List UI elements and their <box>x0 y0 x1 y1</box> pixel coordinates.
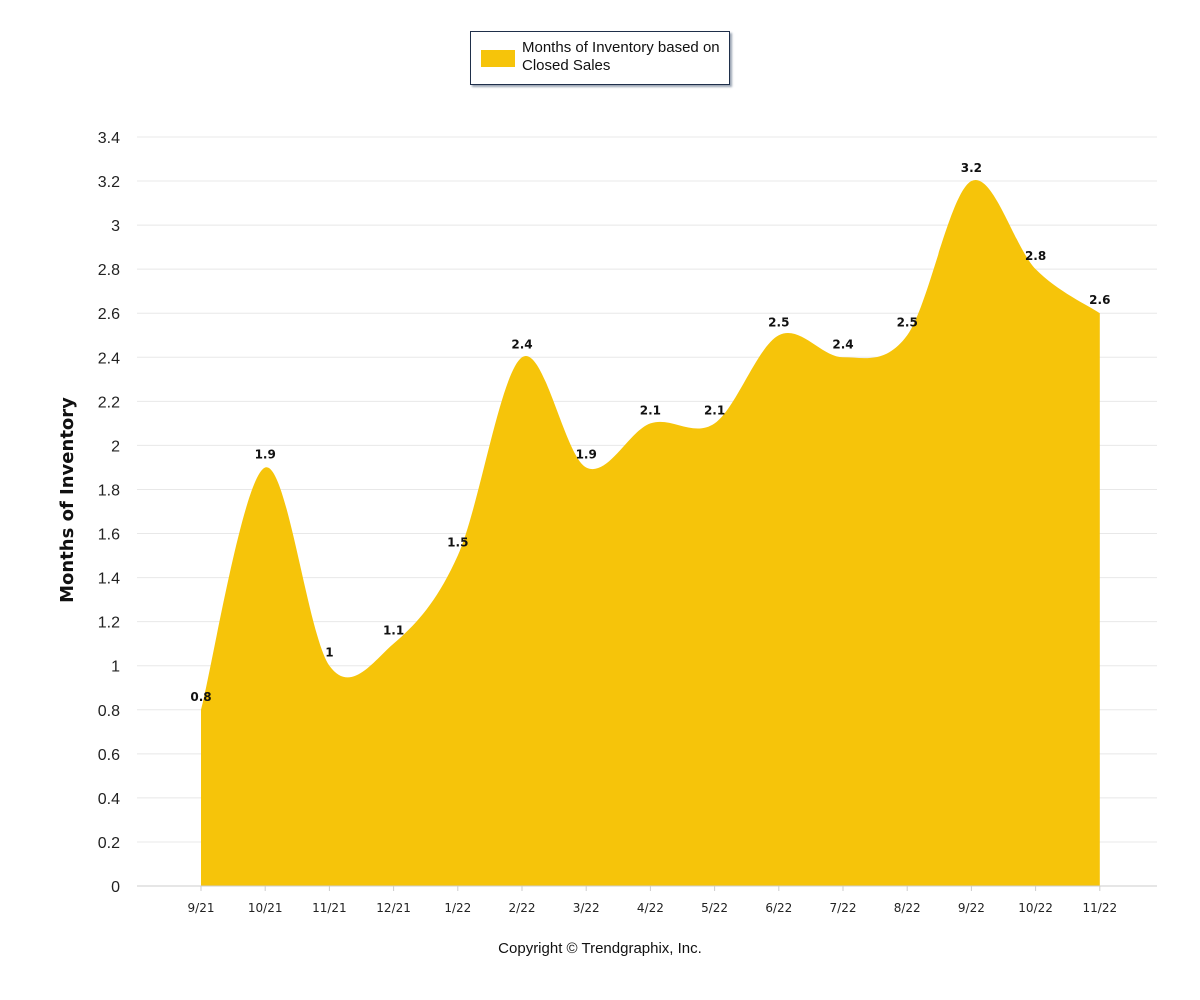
data-labels: 0.8 1.9 1 1.1 1.5 2.4 1.9 2.1 2.1 2.5 2.4 2.5 3.2 2.8… <box>190 161 1110 704</box>
y-tick-label: 0 <box>111 879 120 896</box>
y-tick-label: 1 <box>111 659 120 676</box>
x-tick-label: 6/22 <box>765 901 792 915</box>
data-label: 2.6 <box>1089 293 1110 307</box>
y-tick-label: 2 <box>111 438 120 455</box>
data-label: 2.5 <box>897 315 918 329</box>
y-tick-label: 3.4 <box>98 130 120 147</box>
y-axis-label: Months of Inventory <box>57 397 78 603</box>
x-tick-label: 10/22 <box>1018 901 1053 915</box>
x-tick-label: 7/22 <box>830 901 857 915</box>
x-tick-label: 4/22 <box>637 901 664 915</box>
copyright-footer: Copyright © Trendgraphix, Inc. <box>498 940 702 957</box>
x-tick-label: 12/21 <box>376 901 411 915</box>
y-tick-label: 1.6 <box>98 527 120 544</box>
x-tick-label: 9/22 <box>958 901 985 915</box>
y-tick-label: 0.8 <box>98 703 120 720</box>
y-tick-label: 0.4 <box>98 791 120 808</box>
legend: Months of Inventory based on Closed Sale… <box>470 31 730 85</box>
y-tick-label: 1.4 <box>98 571 120 588</box>
data-label: 3.2 <box>961 161 982 175</box>
legend-swatch <box>481 50 515 67</box>
x-axis <box>137 885 1157 891</box>
x-tick-label: 8/22 <box>894 901 921 915</box>
data-label: 0.8 <box>190 690 211 704</box>
x-tick-label: 2/22 <box>509 901 536 915</box>
x-tick-label: 5/22 <box>701 901 728 915</box>
x-tick-label: 9/21 <box>188 901 215 915</box>
data-label: 2.1 <box>704 403 725 417</box>
y-tick-label: 3.2 <box>98 174 120 191</box>
y-tick-label: 0.2 <box>98 835 120 852</box>
y-tick-label: 2.6 <box>98 306 120 323</box>
x-tick-label: 11/22 <box>1083 901 1118 915</box>
y-tick-label: 2.4 <box>98 350 120 367</box>
x-tick-label: 3/22 <box>573 901 600 915</box>
y-axis-tick-labels: 0 0.2 0.4 0.6 0.8 1 1.2 1.4 1.6 1.8 2 2.2 2.4 2.6 2.8 3… <box>98 130 120 896</box>
x-axis-tick-labels: 9/21 10/21 11/21 12/21 1/22 2/22 3/22 4/22 5/22 6… <box>188 901 1118 915</box>
legend-label: Months of Inventory based on Closed Sale… <box>522 39 720 74</box>
y-tick-label: 2.2 <box>98 394 120 411</box>
data-label: 2.4 <box>511 337 532 351</box>
data-label: 2.8 <box>1025 249 1046 263</box>
y-tick-label: 3 <box>111 218 120 235</box>
data-label: 2.4 <box>832 337 853 351</box>
area-series <box>201 179 1100 886</box>
data-label: 1 <box>325 646 333 660</box>
x-tick-label: 1/22 <box>444 901 471 915</box>
y-tick-label: 2.8 <box>98 262 120 279</box>
y-tick-label: 1.8 <box>98 482 120 499</box>
x-tick-label: 10/21 <box>248 901 283 915</box>
data-label: 2.1 <box>640 403 661 417</box>
data-label: 1.5 <box>447 536 468 550</box>
data-label: 2.5 <box>768 315 789 329</box>
y-tick-label: 1.2 <box>98 615 120 632</box>
x-tick-label: 11/21 <box>312 901 347 915</box>
data-label: 1.9 <box>255 447 276 461</box>
y-tick-label: 0.6 <box>98 747 120 764</box>
data-label: 1.9 <box>576 447 597 461</box>
data-label: 1.1 <box>383 624 404 638</box>
